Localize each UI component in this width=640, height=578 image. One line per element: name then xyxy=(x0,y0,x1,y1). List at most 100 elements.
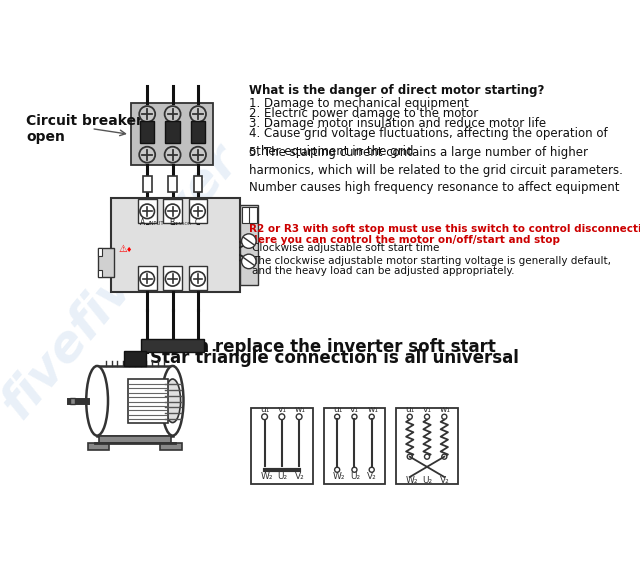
Circle shape xyxy=(140,106,155,122)
Bar xyxy=(88,443,109,450)
Bar xyxy=(163,266,182,291)
Circle shape xyxy=(191,204,205,218)
Text: R2 or R3 with soft stop must use this switch to control disconnection: R2 or R3 with soft stop must use this sw… xyxy=(249,224,640,235)
Text: SENSOR: SENSOR xyxy=(174,222,192,226)
Bar xyxy=(97,366,173,436)
Text: Star triangle connection is all universal: Star triangle connection is all universa… xyxy=(150,349,519,366)
Text: U₂: U₂ xyxy=(278,472,287,481)
Text: 2. Electric power damage to the motor: 2. Electric power damage to the motor xyxy=(249,107,478,120)
Text: w₁: w₁ xyxy=(367,405,378,414)
Ellipse shape xyxy=(164,379,180,423)
Bar xyxy=(98,270,102,277)
Text: V₂: V₂ xyxy=(440,476,450,485)
Bar xyxy=(99,436,171,443)
Circle shape xyxy=(279,414,285,420)
Circle shape xyxy=(191,272,205,286)
Text: ♦: ♦ xyxy=(125,247,132,253)
Bar xyxy=(124,351,146,366)
Circle shape xyxy=(165,272,180,286)
Bar xyxy=(141,339,204,352)
Circle shape xyxy=(442,454,447,459)
Text: ⚠: ⚠ xyxy=(118,244,127,254)
Text: INPUT: INPUT xyxy=(148,221,164,226)
Circle shape xyxy=(164,106,180,122)
Bar xyxy=(140,121,154,143)
Circle shape xyxy=(190,147,206,162)
Ellipse shape xyxy=(162,366,184,436)
Bar xyxy=(160,443,182,450)
Text: W₂: W₂ xyxy=(333,472,346,481)
Bar xyxy=(111,198,240,292)
Text: u₁: u₁ xyxy=(405,405,415,414)
Bar xyxy=(138,199,157,223)
Circle shape xyxy=(241,234,256,249)
Circle shape xyxy=(335,414,340,419)
Text: Can replace the inverter soft start: Can replace the inverter soft start xyxy=(173,338,495,355)
Bar xyxy=(163,199,182,223)
Circle shape xyxy=(140,272,154,286)
Bar xyxy=(168,176,177,192)
Bar xyxy=(191,121,205,143)
Circle shape xyxy=(164,147,180,162)
Text: C: C xyxy=(195,218,200,227)
Text: 5. The starting current contains a large number of higher
harmonics, which will : 5. The starting current contains a large… xyxy=(249,146,623,194)
Circle shape xyxy=(369,414,374,419)
Text: Clockwise adjustable soft start time: Clockwise adjustable soft start time xyxy=(252,243,439,253)
Circle shape xyxy=(442,414,447,419)
Text: Circuit breaker /
open: Circuit breaker / open xyxy=(26,113,153,144)
Circle shape xyxy=(424,414,429,419)
Circle shape xyxy=(165,204,180,218)
Circle shape xyxy=(407,414,412,419)
Text: B: B xyxy=(170,218,175,227)
Text: u₁: u₁ xyxy=(260,405,269,414)
Text: The clockwise adjustable motor starting voltage is generally default,: The clockwise adjustable motor starting … xyxy=(252,256,611,266)
Text: U₂: U₂ xyxy=(350,472,360,481)
Text: What is the danger of direct motor starting?: What is the danger of direct motor start… xyxy=(249,84,544,97)
Bar xyxy=(143,176,152,192)
Text: 3. Damage motor insulation and reduce motor life: 3. Damage motor insulation and reduce mo… xyxy=(249,117,546,130)
Circle shape xyxy=(296,414,302,420)
Bar xyxy=(138,266,157,291)
Bar xyxy=(396,408,458,484)
Text: V₂: V₂ xyxy=(295,472,305,481)
Text: u₁: u₁ xyxy=(333,405,342,414)
Circle shape xyxy=(241,254,256,269)
Bar xyxy=(165,121,180,143)
Text: w₁: w₁ xyxy=(440,405,451,414)
Circle shape xyxy=(424,454,429,459)
Text: v₁: v₁ xyxy=(350,405,359,414)
Bar xyxy=(241,207,257,223)
Circle shape xyxy=(352,414,357,419)
Text: v₁: v₁ xyxy=(422,405,431,414)
Bar xyxy=(127,379,168,423)
Bar xyxy=(189,199,207,223)
Bar xyxy=(98,249,114,277)
Text: and the heavy load can be adjusted appropriately.: and the heavy load can be adjusted appro… xyxy=(252,266,514,276)
Text: fivefivefiver: fivefivefiver xyxy=(0,135,248,427)
Ellipse shape xyxy=(86,366,108,436)
Bar xyxy=(189,266,207,291)
Bar xyxy=(131,103,212,165)
Circle shape xyxy=(190,106,206,122)
Text: A: A xyxy=(140,218,145,227)
Text: W₂: W₂ xyxy=(260,472,273,481)
Text: v₁: v₁ xyxy=(278,405,287,414)
Bar xyxy=(324,408,385,484)
Circle shape xyxy=(369,467,374,472)
Circle shape xyxy=(407,454,412,459)
Circle shape xyxy=(140,147,155,162)
Text: w₁: w₁ xyxy=(295,405,306,414)
Circle shape xyxy=(335,467,340,472)
Text: 4. Cause grid voltage fluctuations, affecting the operation of
other equipment i: 4. Cause grid voltage fluctuations, affe… xyxy=(249,127,607,158)
Text: W₂: W₂ xyxy=(405,476,418,485)
Text: 1. Damage to mechanical equipment: 1. Damage to mechanical equipment xyxy=(249,97,468,110)
Bar xyxy=(251,408,313,484)
Bar xyxy=(98,249,102,255)
Bar xyxy=(70,398,76,403)
Text: U₂: U₂ xyxy=(422,476,433,485)
Circle shape xyxy=(262,414,268,420)
Text: Here you can control the motor on/off/start and stop: Here you can control the motor on/off/st… xyxy=(249,235,560,244)
Text: V₂: V₂ xyxy=(367,472,377,481)
Bar xyxy=(240,205,259,284)
Circle shape xyxy=(140,204,154,218)
